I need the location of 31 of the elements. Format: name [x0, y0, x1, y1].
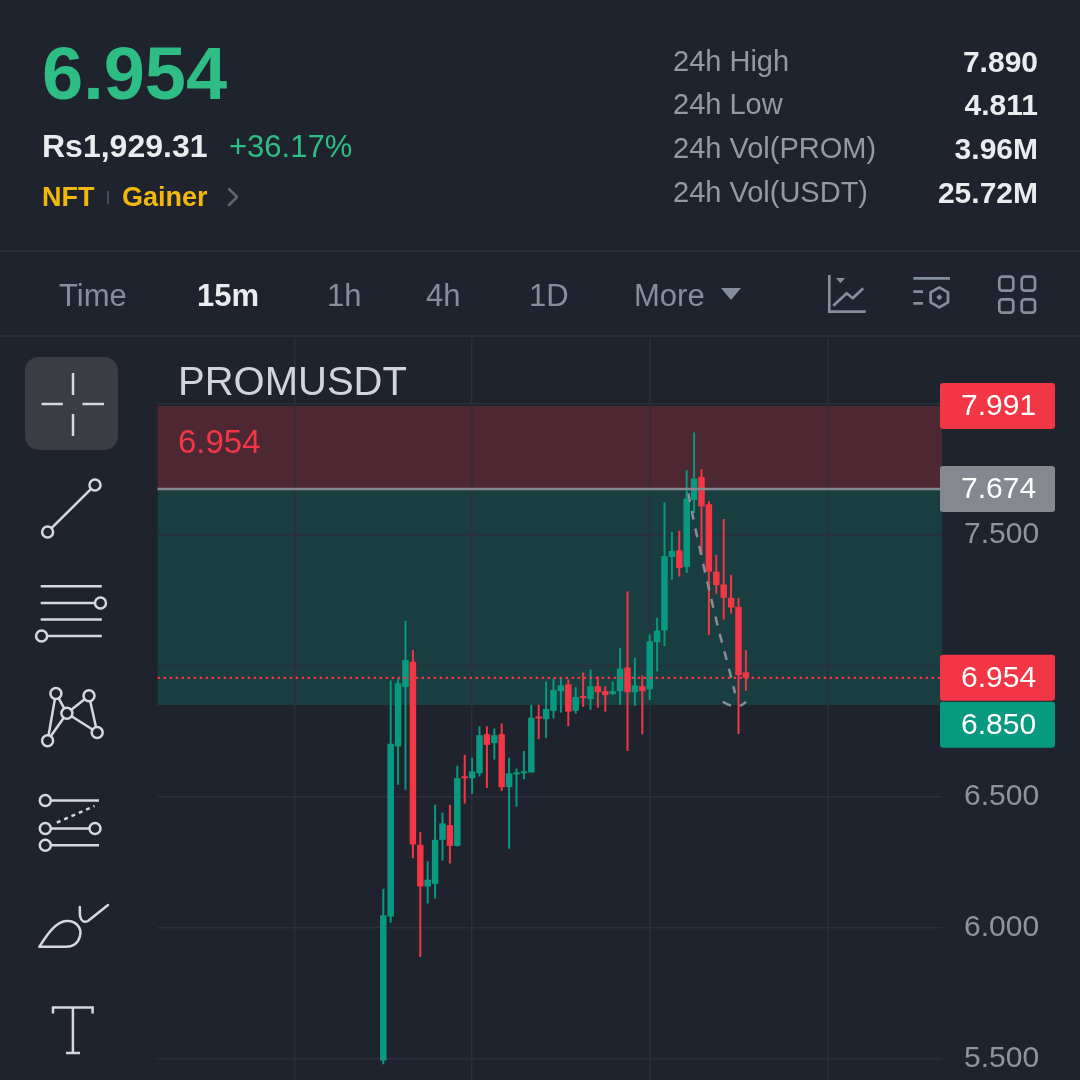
candlestick — [461, 754, 468, 804]
y-tick-label: 7.500 — [964, 515, 1040, 549]
ref-line-label: 6.954 — [961, 660, 1037, 694]
text: NFT — [42, 182, 95, 213]
text: 25.72M — [937, 175, 1038, 209]
text: 1h — [327, 277, 362, 313]
text: 24h Vol(PROM) — [673, 132, 877, 165]
text: More — [634, 277, 705, 313]
y-tick-label: 6.500 — [964, 778, 1040, 812]
text: 3.96M — [954, 131, 1038, 165]
text: Gainer — [122, 182, 208, 213]
candlestick — [535, 704, 542, 740]
band-label: 7.991 — [961, 388, 1037, 422]
text: 4.811 — [964, 87, 1038, 121]
text: Rs1,929.31 — [42, 127, 208, 164]
text: 4h — [426, 277, 461, 313]
text: 6.954 — [42, 32, 228, 116]
y-tick-label: 6.000 — [964, 909, 1040, 943]
text: 1D — [529, 277, 569, 313]
text: 7.890 — [962, 44, 1038, 78]
ref-line-label: 7.674 — [961, 471, 1037, 505]
text: Time — [59, 277, 127, 313]
y-tick-label: 5.500 — [964, 1040, 1040, 1074]
text: 24h Low — [673, 88, 783, 121]
text: PROMUSDT — [178, 359, 407, 404]
text: 6.954 — [178, 423, 261, 461]
band-label: 6.850 — [961, 707, 1037, 741]
text: 15m — [197, 277, 260, 313]
text: 24h Vol(USDT) — [673, 176, 869, 209]
text: +36.17% — [229, 128, 353, 164]
text: 24h High — [673, 45, 790, 78]
